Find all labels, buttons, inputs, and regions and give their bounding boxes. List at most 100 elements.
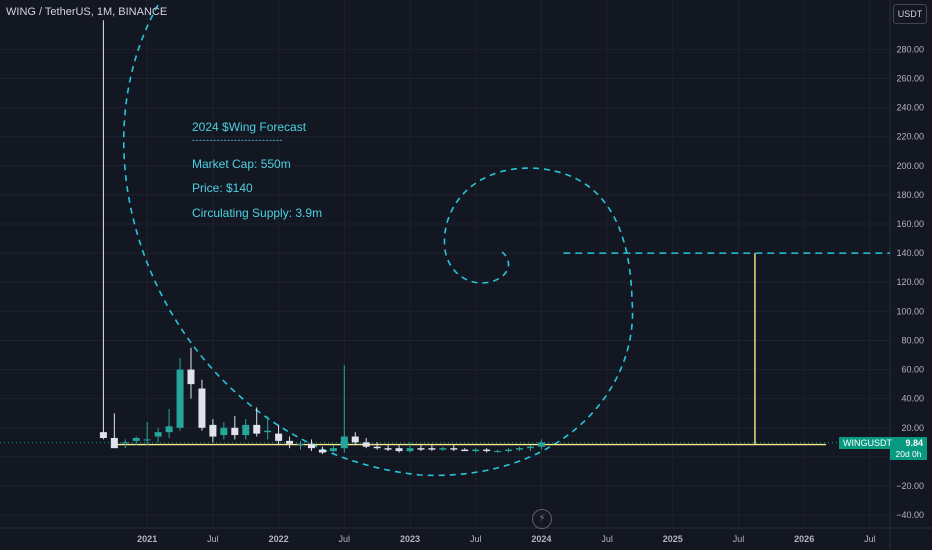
candle-body bbox=[209, 424, 217, 437]
candle-body bbox=[340, 436, 348, 449]
candle bbox=[307, 439, 315, 452]
candle bbox=[264, 416, 272, 440]
candle-body bbox=[417, 448, 425, 450]
x-tick-label: Jul bbox=[470, 534, 482, 544]
candle-body bbox=[176, 369, 184, 428]
x-tick-label: Jul bbox=[207, 534, 219, 544]
y-tick-label: 240.00 bbox=[896, 103, 924, 113]
candle bbox=[154, 427, 162, 443]
candle bbox=[362, 437, 370, 449]
x-tick-label: Jul bbox=[864, 534, 876, 544]
x-tick-label: Jul bbox=[601, 534, 613, 544]
candle-body bbox=[428, 448, 436, 450]
candle bbox=[297, 440, 304, 450]
candle bbox=[209, 419, 217, 443]
candle-body bbox=[307, 443, 315, 449]
y-tick-label: 100.00 bbox=[896, 306, 924, 316]
candle bbox=[286, 436, 294, 449]
candle bbox=[143, 421, 151, 446]
y-tick-label: 60.00 bbox=[901, 365, 924, 375]
candle bbox=[318, 446, 326, 454]
x-tick-label: 2022 bbox=[269, 534, 289, 544]
candle-body bbox=[198, 388, 206, 428]
y-tick-label: 200.00 bbox=[896, 161, 924, 171]
y-tick-label: 20.00 bbox=[901, 423, 924, 433]
candle-body bbox=[187, 369, 195, 385]
candle-body bbox=[121, 442, 129, 444]
candle-body bbox=[286, 440, 294, 444]
candle bbox=[417, 445, 425, 452]
annotation-divider: -------------------------- bbox=[192, 135, 283, 145]
candle bbox=[351, 432, 359, 446]
candle bbox=[121, 439, 129, 449]
candle-body bbox=[526, 446, 534, 449]
candle-body bbox=[132, 437, 140, 441]
y-tick-label: 180.00 bbox=[896, 190, 924, 200]
symbol-title[interactable]: WING / TetherUS, 1M, BINANCE bbox=[6, 6, 168, 18]
candle-body bbox=[351, 436, 359, 443]
candle-body bbox=[406, 448, 414, 452]
currency-unit-button[interactable]: USDT bbox=[893, 4, 927, 24]
candle-body bbox=[439, 448, 447, 450]
x-tick-label: Jul bbox=[339, 534, 351, 544]
candle bbox=[176, 357, 184, 431]
y-tick-label: 280.00 bbox=[896, 44, 924, 54]
candle-body bbox=[99, 432, 107, 438]
candle bbox=[187, 347, 195, 399]
candle-body bbox=[373, 446, 381, 449]
candle bbox=[406, 442, 414, 453]
candle-body bbox=[494, 451, 502, 453]
fib-spiral bbox=[123, 4, 634, 477]
candle bbox=[428, 445, 436, 452]
candle-body bbox=[165, 426, 173, 433]
candle-body bbox=[516, 448, 523, 450]
x-tick-label: Jul bbox=[733, 534, 745, 544]
y-tick-label: 120.00 bbox=[896, 277, 924, 287]
candle bbox=[110, 413, 118, 449]
candle bbox=[439, 446, 447, 452]
x-tick-label: 2024 bbox=[531, 534, 551, 544]
candle-body bbox=[505, 449, 513, 452]
candle bbox=[99, 20, 107, 440]
candle bbox=[505, 448, 513, 453]
candle-body bbox=[384, 448, 392, 450]
candle bbox=[537, 439, 545, 450]
annotation-price: Price: $140 bbox=[192, 181, 253, 195]
lightning-icon[interactable]: ⚡ bbox=[532, 509, 552, 529]
y-tick-label: 40.00 bbox=[901, 394, 924, 404]
candle-body bbox=[253, 424, 261, 434]
candle bbox=[384, 445, 392, 452]
candle-body bbox=[450, 448, 458, 450]
candle bbox=[494, 449, 502, 453]
candle-body bbox=[395, 448, 403, 452]
candle bbox=[132, 436, 140, 446]
last-price-badge: WINGUSDT 9.84 bbox=[839, 437, 927, 449]
candle-body bbox=[297, 443, 304, 445]
x-tick-label: 2021 bbox=[137, 534, 157, 544]
candle-body bbox=[329, 448, 337, 452]
candle bbox=[275, 424, 283, 446]
last-price-value: 9.84 bbox=[905, 438, 923, 448]
x-tick-label: 2025 bbox=[663, 534, 683, 544]
candle-body bbox=[318, 449, 326, 453]
annotation-supply: Circulating Supply: 3.9m bbox=[192, 206, 323, 220]
candle bbox=[450, 445, 458, 452]
candle-body bbox=[231, 427, 239, 436]
y-tick-label: 220.00 bbox=[896, 132, 924, 142]
y-tick-label: 160.00 bbox=[896, 219, 924, 229]
y-tick-label: −20.00 bbox=[896, 481, 924, 491]
annotation-title: 2024 $Wing Forecast bbox=[192, 120, 307, 134]
candle-body bbox=[537, 442, 545, 447]
annotation-market-cap: Market Cap: 550m bbox=[192, 157, 291, 171]
candle bbox=[329, 445, 337, 453]
candle-body bbox=[143, 439, 151, 441]
candle bbox=[461, 448, 469, 452]
candle-body bbox=[154, 432, 162, 437]
candle-body bbox=[483, 449, 491, 452]
x-tick-label: 2023 bbox=[400, 534, 420, 544]
y-tick-label: 140.00 bbox=[896, 248, 924, 258]
candle-body bbox=[472, 449, 480, 452]
candles bbox=[99, 20, 545, 454]
candle bbox=[198, 379, 206, 431]
